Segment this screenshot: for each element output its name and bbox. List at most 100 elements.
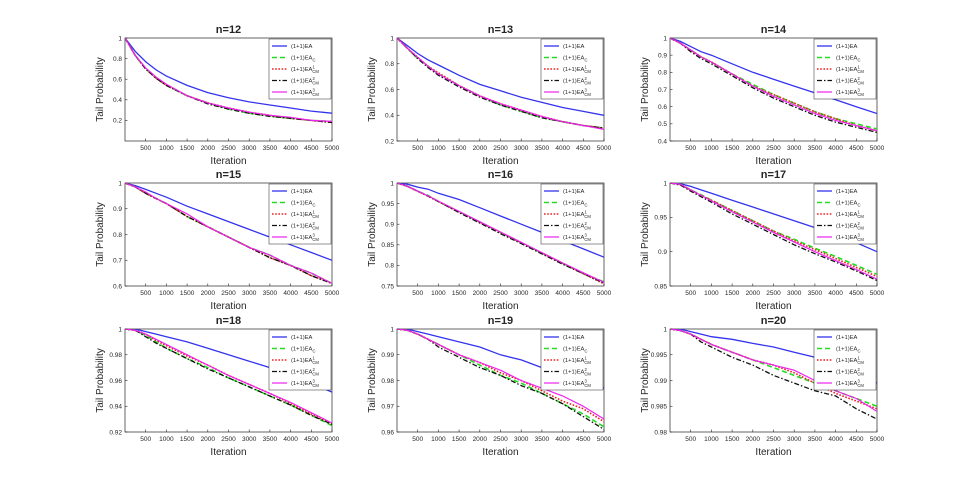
y-tick-label: 0.75: [381, 283, 394, 290]
x-tick-label: 4000: [555, 290, 570, 297]
x-tick-label: 4000: [283, 290, 298, 297]
y-tick-label: 1: [663, 326, 667, 333]
series-line-4: [125, 329, 332, 425]
x-tick-label: 1500: [180, 290, 195, 297]
x-tick-label: 2500: [221, 290, 236, 297]
series-line-5: [670, 183, 877, 280]
subplot-n=16: n=16 500 1000 1500 2000 2500 3000 3500 4000 4500 5…: [367, 169, 612, 312]
y-tick-label: 0.8: [113, 56, 122, 63]
x-tick-label: 3000: [514, 145, 529, 152]
subplot-title: n=19: [488, 315, 513, 327]
y-tick-label: 0.99: [654, 378, 667, 385]
x-tick-label: 5000: [325, 436, 340, 443]
legend-label-5: (1+1)EA3 CM: [291, 233, 319, 243]
subplot-n=17: n=17 500 1000 1500 2000 2500 3000 3500 4000 4500 5…: [640, 169, 885, 312]
subplot-n=13: n=13 500 1000 1500 2000 2500 3000 3500 4000 4500 5…: [367, 24, 612, 167]
x-tick-label: 1500: [180, 145, 195, 152]
y-axis-label: Tail Probability: [95, 348, 106, 412]
legend-label-4: (1+1)EA2 CM: [563, 221, 591, 231]
x-tick-label: 500: [685, 145, 696, 152]
y-tick-label: 1: [663, 180, 667, 187]
legend-label-1: (1+1)EA: [836, 335, 858, 341]
x-tick-label: 500: [140, 290, 151, 297]
legend-label-2: (1+1)EAC: [836, 201, 860, 208]
legend-label-5: (1+1)EA3 CM: [291, 379, 319, 389]
legend-label-4: (1+1)EA2 CM: [563, 367, 591, 377]
y-tick-label: 0.98: [109, 352, 122, 359]
y-tick-label: 0.8: [658, 70, 667, 77]
series-line-2: [125, 329, 332, 427]
subplot-title: n=14: [761, 24, 787, 36]
series-line-2: [670, 183, 877, 276]
x-tick-label: 3000: [242, 436, 257, 443]
x-tick-label: 3000: [242, 145, 257, 152]
y-tick-label: 1: [118, 180, 122, 187]
x-tick-label: 500: [685, 436, 696, 443]
y-tick-label: 0.2: [113, 118, 122, 125]
x-tick-label: 4500: [304, 436, 319, 443]
y-tick-label: 0.94: [109, 404, 122, 411]
series-line-5: [397, 183, 604, 283]
x-tick-label: 3000: [787, 436, 802, 443]
x-tick-label: 4000: [828, 290, 843, 297]
subplot-n=18: n=18 500 1000 1500 2000 2500 3000 3500 4000 4500 5…: [95, 315, 340, 458]
y-tick-label: 0.99: [381, 352, 394, 359]
legend-label-3: (1+1)EA1 CM: [563, 210, 591, 220]
x-tick-label: 4000: [283, 436, 298, 443]
x-tick-label: 5000: [597, 436, 612, 443]
x-tick-label: 3500: [808, 145, 823, 152]
x-tick-label: 2500: [221, 436, 236, 443]
x-tick-label: 4500: [849, 436, 864, 443]
subplot-title: n=13: [488, 24, 513, 36]
legend-label-3: (1+1)EA1 CM: [563, 65, 591, 75]
series-line-2: [670, 38, 877, 130]
x-tick-label: 500: [412, 290, 423, 297]
x-tick-label: 500: [685, 290, 696, 297]
legend-label-4: (1+1)EA2 CM: [563, 76, 591, 86]
subplot-title: n=12: [216, 24, 241, 36]
x-tick-label: 4000: [828, 145, 843, 152]
x-tick-label: 4500: [304, 290, 319, 297]
y-tick-label: 1: [390, 326, 394, 333]
x-tick-label: 4500: [304, 145, 319, 152]
series-line-5: [670, 38, 877, 132]
x-tick-label: 2500: [766, 145, 781, 152]
y-tick-label: 0.95: [654, 215, 667, 222]
y-tick-label: 0.4: [113, 97, 122, 104]
x-axis-label: Iteration: [755, 447, 791, 458]
y-tick-label: 0.97: [381, 404, 394, 411]
y-tick-label: 0.96: [109, 378, 122, 385]
x-tick-label: 500: [412, 145, 423, 152]
legend-label-3: (1+1)EA1 CM: [836, 210, 864, 220]
x-tick-label: 5000: [870, 145, 885, 152]
x-tick-label: 4500: [576, 290, 591, 297]
legend-label-2: (1+1)EAC: [563, 201, 587, 208]
x-tick-label: 1500: [452, 290, 467, 297]
series-line-3: [670, 183, 877, 278]
y-tick-label: 0.6: [658, 104, 667, 111]
legend-label-3: (1+1)EA1 CM: [563, 356, 591, 366]
y-axis-label: Tail Probability: [367, 348, 378, 412]
x-tick-label: 1500: [452, 145, 467, 152]
y-tick-label: 0.985: [651, 404, 668, 411]
series-line-5: [397, 329, 604, 420]
x-tick-label: 5000: [597, 145, 612, 152]
x-tick-label: 4000: [283, 145, 298, 152]
y-axis-label: Tail Probability: [640, 57, 651, 121]
series-line-1: [670, 38, 877, 115]
legend-label-1: (1+1)EA: [563, 189, 585, 195]
x-tick-label: 3000: [242, 290, 257, 297]
y-tick-label: 0.8: [385, 263, 394, 270]
x-tick-label: 1000: [431, 290, 446, 297]
legend-label-4: (1+1)EA2 CM: [836, 367, 864, 377]
legend-label-2: (1+1)EAC: [291, 201, 315, 208]
y-tick-label: 0.95: [381, 201, 394, 208]
y-axis-label: Tail Probability: [640, 348, 651, 412]
x-tick-label: 3000: [787, 145, 802, 152]
y-tick-label: 0.9: [658, 52, 667, 59]
y-tick-label: 0.4: [385, 113, 394, 120]
x-axis-label: Iteration: [755, 156, 791, 167]
x-tick-label: 5000: [325, 290, 340, 297]
series-line-4: [125, 183, 332, 285]
y-tick-label: 0.9: [658, 249, 667, 256]
